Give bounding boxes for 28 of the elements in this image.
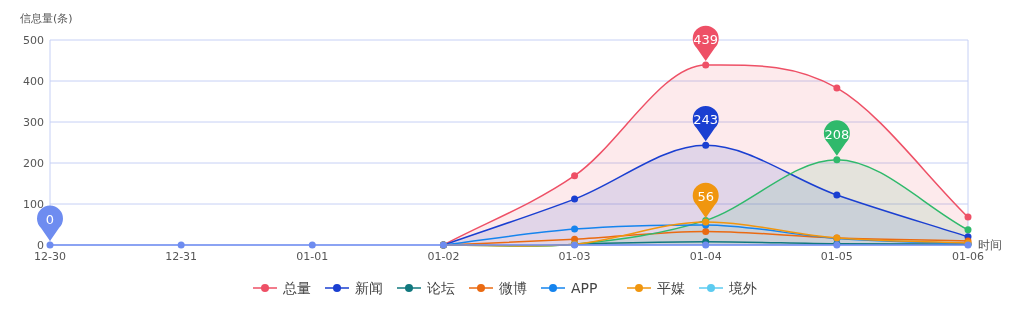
y-axis-title: 信息量(条) (20, 12, 73, 25)
x-tick-label: 12-30 (34, 250, 66, 263)
data-label: 56 (697, 189, 714, 205)
y-tick-label: 300 (23, 116, 44, 129)
data-label: 0 (45, 212, 55, 227)
legend-label: 境外 (728, 280, 757, 296)
legend-label: 新闻 (355, 280, 383, 296)
x-tick-label: 01-05 (820, 250, 853, 263)
x-tick-label: 01-04 (689, 250, 722, 263)
legend-label: APP (571, 280, 598, 296)
y-tick-label: 400 (23, 75, 44, 88)
legend-label: 平媒 (657, 280, 685, 296)
legend-label: 论坛 (427, 280, 455, 296)
data-label: 243 (693, 112, 719, 128)
legend-label: 总量 (282, 280, 311, 296)
x-tick-label: 01-03 (558, 250, 591, 263)
y-tick-label: 200 (23, 157, 44, 170)
legend-label: 微博 (499, 280, 527, 296)
y-tick-label: 100 (23, 198, 44, 211)
x-tick-label: 12-31 (165, 250, 198, 263)
data-label: 208 (824, 126, 850, 142)
y-tick-label: 500 (23, 34, 44, 47)
x-axis-title: 时间 (978, 238, 1002, 252)
data-label: 439 (693, 32, 719, 48)
x-tick-label: 01-06 (952, 250, 984, 263)
y-tick-label: 0 (37, 239, 44, 252)
x-tick-label: 01-01 (296, 250, 329, 263)
x-tick-label: 01-02 (427, 250, 460, 263)
